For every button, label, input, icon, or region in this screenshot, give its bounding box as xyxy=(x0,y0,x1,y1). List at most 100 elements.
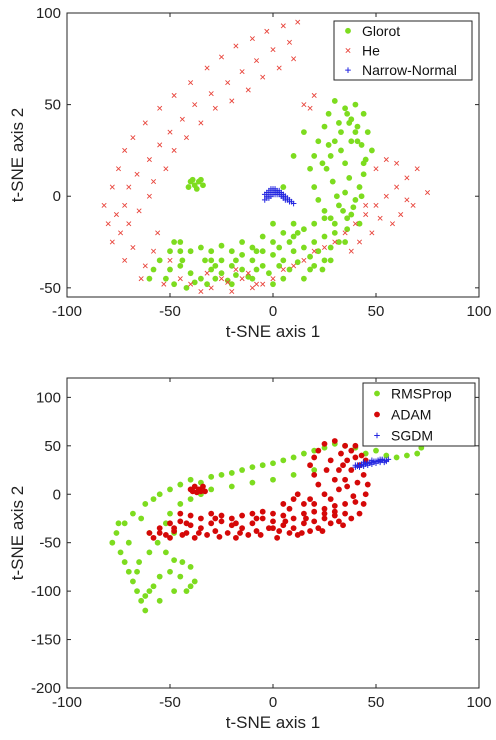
adam-point xyxy=(259,508,266,515)
he-point xyxy=(101,202,107,208)
glorot-point xyxy=(336,202,342,209)
he-point xyxy=(142,263,148,269)
glorot-point xyxy=(177,248,184,255)
adam-point xyxy=(315,481,322,488)
glorot-point xyxy=(346,175,353,181)
adam-point xyxy=(202,488,208,495)
adam-point xyxy=(311,454,318,461)
glorot-point xyxy=(321,257,328,264)
legend-label-rmsprop: RMSProp xyxy=(391,386,452,402)
glorot-point xyxy=(290,233,297,240)
glorot-point xyxy=(329,178,336,185)
adam-point xyxy=(301,501,307,507)
glorot-point xyxy=(352,129,359,135)
he-point xyxy=(167,257,173,263)
adam-point xyxy=(204,532,210,538)
he-point xyxy=(109,184,115,190)
adam-point xyxy=(307,496,313,502)
rmsprop-point xyxy=(228,470,235,476)
glorot-point xyxy=(198,244,204,251)
he-point xyxy=(394,160,400,166)
adam-point xyxy=(344,483,351,490)
he-point xyxy=(134,171,140,177)
adam-point xyxy=(340,522,346,529)
he-point xyxy=(369,230,375,236)
legend-label-narrow-normal: Narrow-Normal xyxy=(362,62,457,78)
he-point xyxy=(404,197,410,203)
adam-point xyxy=(156,530,163,536)
rmsprop-point xyxy=(167,486,173,493)
he-point xyxy=(198,120,204,126)
rmsprop-point xyxy=(113,530,120,536)
rmsprop-point xyxy=(171,588,178,595)
adam-point xyxy=(233,520,239,527)
he-point xyxy=(126,184,132,190)
rmsprop-point xyxy=(150,496,157,502)
adam-point xyxy=(253,515,260,522)
adam-point xyxy=(179,532,186,538)
adam-point xyxy=(150,534,157,541)
glorot-point xyxy=(321,215,328,222)
rmsprop-point xyxy=(301,450,307,457)
glorot-point xyxy=(228,248,235,255)
glorot-point xyxy=(218,242,225,249)
adam-point xyxy=(336,467,342,473)
he-point xyxy=(188,80,194,86)
adam-point xyxy=(331,438,338,444)
y-tick-label: 0 xyxy=(53,188,61,205)
adam-point xyxy=(338,450,344,457)
glorot-point xyxy=(358,142,365,148)
x-tick-label: -100 xyxy=(52,303,82,320)
rmsprop-point xyxy=(156,573,163,580)
adam-point xyxy=(198,488,204,495)
glorot-point xyxy=(249,257,256,264)
legend-marker-he xyxy=(345,47,351,54)
glorot-point xyxy=(307,253,313,260)
he-point xyxy=(146,193,152,199)
y-tick-label: 100 xyxy=(36,5,61,22)
he-point xyxy=(198,288,204,295)
glorot-point xyxy=(315,138,322,145)
rmsprop-point xyxy=(208,486,215,493)
he-point xyxy=(264,28,270,34)
adam-point xyxy=(280,501,287,507)
he-point xyxy=(321,245,328,251)
adam-point xyxy=(321,440,328,447)
glorot-point xyxy=(311,184,318,190)
adam-point xyxy=(212,528,219,534)
glorot-point xyxy=(239,239,246,245)
he-point xyxy=(177,276,183,282)
sgdm-point xyxy=(377,456,383,463)
he-point xyxy=(142,120,148,126)
rmsprop-point xyxy=(130,578,136,585)
y-tick-label: 0 xyxy=(53,486,61,503)
glorot-point xyxy=(344,110,351,117)
glorot-point xyxy=(342,105,348,112)
rmsprop-point xyxy=(130,510,136,517)
glorot-point xyxy=(167,248,173,255)
adam-point xyxy=(286,505,293,512)
he-point xyxy=(163,166,169,172)
glorot-point xyxy=(200,182,206,189)
glorot-point xyxy=(202,257,208,264)
he-point xyxy=(311,248,317,254)
glorot-point xyxy=(352,196,359,203)
glorot-point xyxy=(280,184,287,190)
he-point xyxy=(404,175,410,181)
he-point xyxy=(208,91,214,97)
glorot-point xyxy=(325,110,332,117)
adam-point xyxy=(167,534,173,541)
y-tick-label: -200 xyxy=(31,680,61,697)
x-tick-label: 50 xyxy=(368,303,385,320)
glorot-point xyxy=(294,259,301,266)
adam-point xyxy=(364,481,371,488)
adam-point xyxy=(177,518,184,525)
he-point xyxy=(295,19,301,25)
he-point xyxy=(414,166,420,172)
glorot-point xyxy=(276,244,283,251)
glorot-point xyxy=(356,220,363,227)
he-point xyxy=(115,166,122,172)
rmsprop-point xyxy=(270,476,276,483)
he-point xyxy=(204,65,210,71)
glorot-point xyxy=(280,275,287,282)
